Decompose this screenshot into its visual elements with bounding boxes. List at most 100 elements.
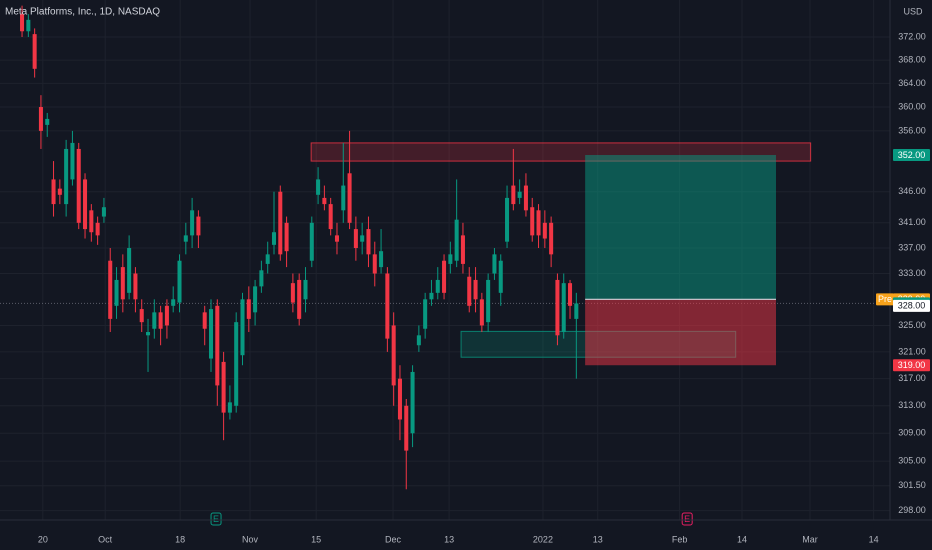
y-tick-label: 346.00 (898, 186, 926, 196)
y-tick-label: 341.00 (898, 217, 926, 227)
candle-body (26, 19, 31, 32)
position-stop (585, 299, 776, 366)
y-tick-label: 309.00 (898, 428, 926, 438)
y-tick-label: 372.00 (898, 31, 926, 41)
price-label (893, 299, 930, 312)
candle-body (38, 107, 43, 131)
candle-body (57, 188, 62, 195)
candle-body (89, 210, 94, 233)
x-tick-label: 13 (444, 534, 454, 544)
y-tick-label: 313.00 (898, 400, 926, 410)
chart-title: Meta Platforms, Inc., 1D, NASDAQ (5, 7, 160, 18)
event-marker (210, 512, 222, 526)
candle-body (271, 232, 277, 245)
candle-body (246, 299, 251, 319)
y-tick-label: 356.00 (898, 125, 926, 135)
y-tick-label: 325.00 (898, 320, 926, 330)
candle-body (385, 273, 390, 339)
candle-body (334, 235, 339, 242)
candle-body (479, 299, 484, 326)
y-tick-label: 317.00 (898, 373, 926, 383)
candle-body (448, 254, 453, 264)
candle-body (221, 361, 226, 413)
candle-body (83, 179, 88, 230)
candle-body (152, 312, 157, 329)
event-label: E (684, 514, 690, 524)
x-tick-label: 20 (38, 534, 48, 544)
candle-body (146, 332, 151, 336)
candle-body (20, 14, 25, 32)
candle-body (265, 254, 270, 264)
currency: USD (903, 6, 923, 16)
price-label (893, 359, 930, 372)
y-tick-label: 301.50 (898, 480, 926, 490)
candle-body (505, 197, 510, 242)
candle-body (171, 299, 176, 306)
price-label-prefix (876, 293, 894, 306)
y-tick-label: 298.00 (898, 505, 926, 515)
candle-body (45, 118, 50, 125)
candle-body (259, 270, 264, 287)
candle-body (208, 309, 214, 359)
candle-body (473, 279, 478, 300)
price-label-text: 319.00 (898, 360, 926, 370)
candle-body (341, 185, 346, 211)
price-label-text: 352.00 (898, 150, 926, 160)
y-tick-label: 321.00 (898, 346, 926, 356)
candle-body (290, 283, 295, 303)
candle-body (410, 371, 415, 434)
candle-body (127, 248, 132, 293)
x-tick-label: Mar (802, 534, 818, 544)
candle-body (360, 235, 365, 242)
axes: 372.00 368.00 364.00 360.00 356.00 346.00 341.… (38, 31, 930, 544)
candle-body (530, 207, 535, 236)
price-label-text: 328.00 (898, 301, 926, 311)
candle-body (322, 197, 327, 205)
position-target (585, 155, 776, 300)
candle-body (108, 260, 113, 319)
candle-body (574, 303, 579, 319)
y-tick-label: 360.00 (898, 101, 926, 111)
candle-body (133, 273, 138, 300)
candle-body (467, 276, 472, 306)
event-label: E (213, 514, 219, 524)
candle-body (379, 251, 384, 268)
candle-body (568, 283, 573, 306)
candle-body (536, 210, 541, 236)
x-tick-label: Nov (242, 534, 259, 544)
candle-body (435, 279, 440, 293)
candle-body (442, 260, 447, 293)
candle-body (517, 191, 522, 198)
candle-body (454, 219, 459, 261)
candle-body (303, 279, 308, 300)
candle-body (523, 185, 528, 211)
candle-body (202, 312, 207, 329)
candle-body (183, 235, 188, 242)
candle-body (253, 286, 258, 313)
candle-body (492, 254, 497, 274)
price-label (893, 149, 930, 162)
candle-body (95, 222, 100, 236)
x-tick-label: Oct (98, 534, 113, 544)
candle-body (227, 402, 232, 413)
y-tick-label: 305.00 (898, 455, 926, 465)
candle-body (511, 185, 516, 205)
candle-body (542, 222, 547, 239)
candle-body (114, 279, 119, 306)
candle-body (486, 279, 491, 323)
candle-body (234, 322, 239, 406)
candle-body (347, 173, 352, 223)
candle-body (404, 405, 409, 451)
x-tick-label: 14 (737, 534, 747, 544)
candle-body (423, 299, 428, 329)
candle-body (64, 148, 69, 205)
x-tick-label: 15 (311, 534, 321, 544)
candle-body (397, 378, 402, 420)
candle-body (70, 142, 75, 180)
candle-body (297, 279, 302, 319)
x-tick-label: Feb (672, 534, 688, 544)
